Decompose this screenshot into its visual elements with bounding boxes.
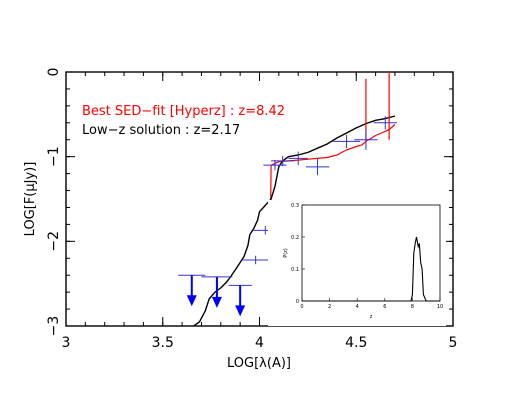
inset-series-group xyxy=(302,236,440,302)
inset-x-axis-title: z xyxy=(370,314,373,320)
y-tick-label: −2 xyxy=(46,231,62,252)
inset-x-tick-label: 6 xyxy=(383,304,386,310)
inset-y-tick-label: 0.2 xyxy=(291,235,299,241)
low-z-template-line xyxy=(193,115,396,327)
inset-y-tick-label: 0 xyxy=(296,299,299,305)
x-axis-title: LOG[λ(A)] xyxy=(227,356,291,371)
best-fit-template-line xyxy=(268,124,396,327)
photometry-points xyxy=(178,116,397,317)
x-tick-label: 3.5 xyxy=(152,335,174,351)
inset-tick-labels: 0 2 4 6 8 10 0 0.1 0.2 0.3 xyxy=(291,203,443,310)
main-series-group xyxy=(193,72,396,327)
x-tick-label: 4 xyxy=(255,335,264,351)
main-tick-labels: 3 3.5 4 4.5 5 0 −1 −2 −3 xyxy=(46,68,457,351)
inset-x-tick-label: 8 xyxy=(411,304,414,310)
y-tick-label: −1 xyxy=(46,146,62,167)
inset-x-tick-label: 2 xyxy=(328,304,331,310)
inset-y-axis-title: P(z) xyxy=(283,248,289,258)
inset-x-tick-label: 4 xyxy=(356,304,359,310)
inset-background xyxy=(268,200,446,326)
x-tick-label: 3 xyxy=(62,335,71,351)
y-axis-title: LOG[F(μJy)] xyxy=(23,162,38,237)
pz-curve xyxy=(302,236,440,302)
upper-limit-arrowhead xyxy=(211,296,222,308)
inset-x-tick-label: 10 xyxy=(437,304,443,310)
inset-y-tick-label: 0.1 xyxy=(291,267,299,273)
x-tick-label: 5 xyxy=(449,335,458,351)
y-tick-label: 0 xyxy=(46,68,62,77)
legend-low-z: Low−z solution : z=2.17 xyxy=(82,123,240,138)
x-tick-label: 4.5 xyxy=(345,335,367,351)
inset-x-tick-label: 0 xyxy=(300,304,303,310)
upper-limit-arrowhead xyxy=(235,305,246,317)
upper-limit-arrowhead xyxy=(186,295,197,307)
inset-y-tick-label: 0.3 xyxy=(291,203,299,209)
y-tick-label: −3 xyxy=(46,316,62,337)
legend-best-fit: Best SED−fit [Hyperz] : z=8.42 xyxy=(82,104,285,119)
